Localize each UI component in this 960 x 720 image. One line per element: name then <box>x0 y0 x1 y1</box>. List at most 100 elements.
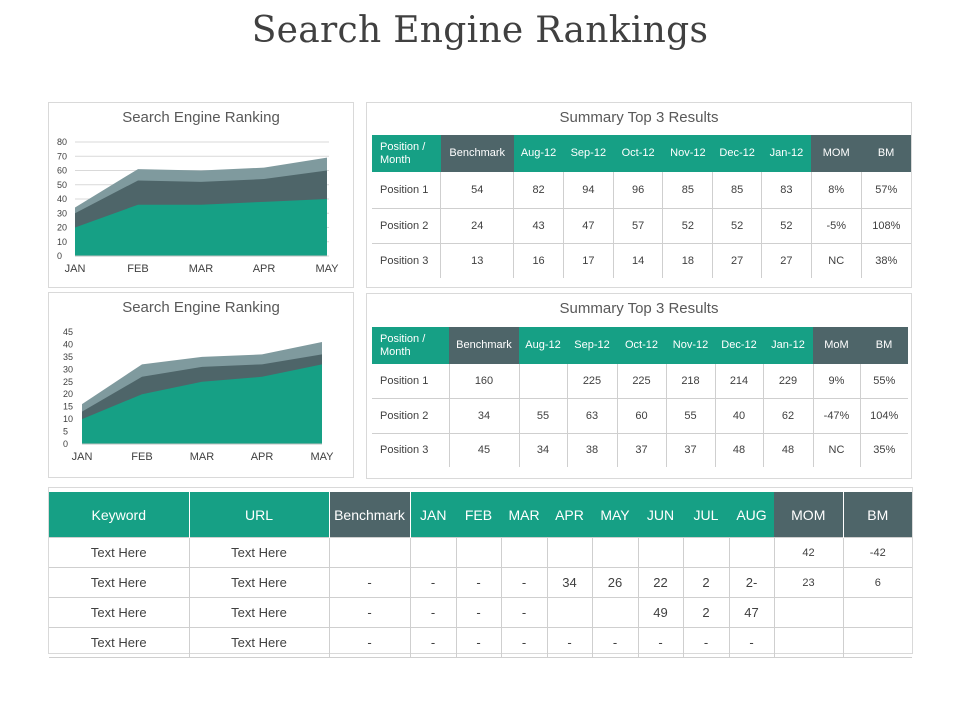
table-cell: Text Here <box>189 537 330 568</box>
table-cell: 47 <box>729 597 775 628</box>
table-cell: NC <box>813 433 861 467</box>
table-cell: - <box>501 567 548 598</box>
table-cell: 37 <box>666 433 716 467</box>
table-cell: 34 <box>547 567 593 598</box>
table-cell: 57% <box>861 172 911 209</box>
keyword-header-cell: MAY <box>592 492 638 538</box>
summary-title: Summary Top 3 Results <box>559 300 719 317</box>
table-cell: - <box>410 567 457 598</box>
table-row: Text Here Text Here - - - -34 26 22 2 2- 23 6 <box>49 567 912 598</box>
keyword-header-cell: FEB <box>456 492 501 538</box>
table-cell: - <box>456 627 502 658</box>
table-cell: Text Here <box>189 597 330 628</box>
x-tick-label: APR <box>253 263 276 275</box>
table-cell <box>592 597 639 628</box>
x-tick-label: JAN <box>72 451 93 463</box>
summary-header-cell: BM <box>861 135 911 172</box>
table-row: Position 3 13 16 17 14 18 27 27 NC 38% <box>372 243 911 278</box>
summary-header-cell: Nov-12 <box>666 327 715 364</box>
table-cell: - <box>456 597 502 628</box>
table-row: Text Here Text Here 42 -42 <box>49 537 912 568</box>
y-tick-label: 80 <box>57 137 67 147</box>
summary-panel-2: Summary Top 3 Results Position / Month Be… <box>366 293 912 479</box>
keyword-header-cell: APR <box>547 492 592 538</box>
y-tick-label: 10 <box>57 237 67 247</box>
table-cell: 52 <box>761 208 812 244</box>
table-cell: Text Here <box>189 627 330 658</box>
table-cell: 2 <box>683 567 730 598</box>
table-cell: 85 <box>662 172 714 209</box>
summary-header-cell: MOM <box>811 135 862 172</box>
table-cell: - <box>410 627 457 658</box>
table-cell <box>547 597 593 628</box>
y-tick-label: 0 <box>57 251 62 261</box>
table-cell: 48 <box>715 433 764 467</box>
summary-header-cell: Oct-12 <box>617 327 666 364</box>
table-cell: Text Here <box>49 597 190 628</box>
keyword-header-cell: MAR <box>501 492 547 538</box>
table-cell: 27 <box>712 243 763 278</box>
table-row: Position 1 54 82 94 96 85 85 83 8% 57% <box>372 172 911 209</box>
table-row: Text Here Text Here - - - - - - - - - <box>49 627 912 658</box>
summary-header-cell: Sep-12 <box>567 327 617 364</box>
table-cell: 47 <box>563 208 614 244</box>
table-cell: 52 <box>712 208 763 244</box>
table-row: Position 2 34 55 63 60 55 40 62 -47% 104% <box>372 398 908 434</box>
x-tick-label: FEB <box>131 451 152 463</box>
y-tick-label: 40 <box>57 194 67 204</box>
keyword-table: Keyword URL Benchmark JAN FEB MAR APR MAY JUN JUL… <box>49 492 912 658</box>
table-cell: 37 <box>617 433 667 467</box>
summary-table-1: Position / Month Benchmark Aug-12 Sep-12 Oct… <box>372 135 911 278</box>
table-cell: 54 <box>440 172 515 209</box>
table-cell: 94 <box>563 172 614 209</box>
table-cell: 18 <box>662 243 714 278</box>
table-cell: 83 <box>761 172 812 209</box>
table-cell: Text Here <box>49 537 190 568</box>
table-cell: 26 <box>592 567 639 598</box>
table-cell: Position 1 <box>372 172 442 209</box>
chart-title: Search Engine Ranking <box>122 299 280 316</box>
table-cell: - <box>501 597 548 628</box>
table-cell: -42 <box>843 537 912 568</box>
table-cell: Position 3 <box>372 243 442 278</box>
summary-header-cell: Aug-12 <box>519 327 567 364</box>
table-cell: 229 <box>763 364 814 399</box>
y-tick-label: 50 <box>57 180 67 190</box>
table-cell <box>729 537 775 568</box>
area-series-1 <box>82 364 322 444</box>
y-tick-label: 30 <box>63 364 73 374</box>
summary-panel-1: Summary Top 3 Results Position / Month Be… <box>366 102 912 288</box>
table-cell: 35% <box>873 444 896 457</box>
table-cell: - <box>329 627 411 658</box>
summary-header-cell: Jan-12 <box>763 327 813 364</box>
table-cell: 55 <box>519 398 568 434</box>
keyword-header-cell: MOM <box>774 492 844 538</box>
keyword-header-cell: JUL <box>683 492 729 538</box>
table-cell: - <box>329 567 411 598</box>
y-tick-label: 5 <box>63 427 68 437</box>
summary-header-cell: Benchmark <box>449 327 519 364</box>
table-cell <box>501 537 548 568</box>
x-tick-label: MAY <box>315 263 339 275</box>
table-cell: 42 <box>774 537 844 568</box>
table-cell: 2 <box>683 597 730 628</box>
area-chart-2: 0 5 10 15 20 25 30 35 40 45 JAN FEB MAR APR MAY <box>63 327 334 463</box>
table-cell: 96 <box>613 172 664 209</box>
y-tick-label: 0 <box>63 439 68 449</box>
table-cell: - <box>547 627 593 658</box>
x-tick-label: MAR <box>189 263 214 275</box>
summary-header-cell: Jan-12 <box>761 135 812 172</box>
keyword-header-cell: JUN <box>638 492 683 538</box>
table-cell: 2- <box>729 567 775 598</box>
table-cell <box>843 597 912 628</box>
table-cell: 34 <box>519 433 568 467</box>
page-title: Search Engine Rankings <box>251 10 709 51</box>
table-cell: 38% <box>875 254 898 267</box>
table-cell: 24 <box>440 208 515 244</box>
table-row: Position 2 24 43 47 57 52 52 52 -5% 108% <box>372 208 911 244</box>
chart-panel-1: Search Engine Ranking 0 10 20 30 40 50 60 70 80 J… <box>48 102 354 288</box>
table-cell: - <box>683 627 730 658</box>
summary-header-cell: Aug-12 <box>513 135 564 172</box>
y-tick-label: 60 <box>57 166 67 176</box>
table-cell: 52 <box>662 208 714 244</box>
